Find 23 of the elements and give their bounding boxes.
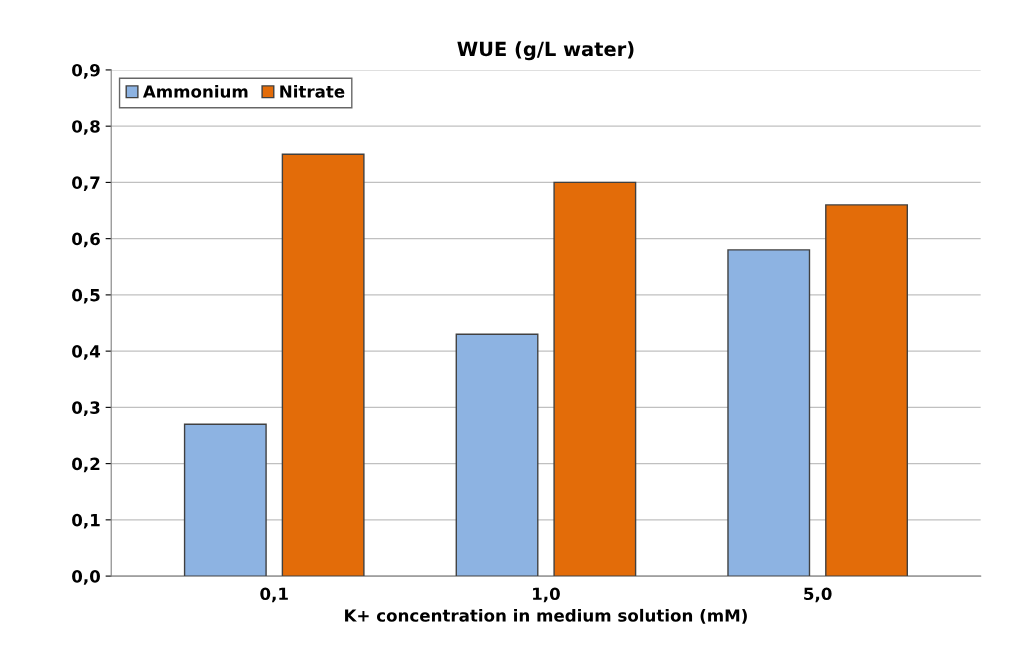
bar bbox=[825, 204, 909, 577]
y-tick-label: 0,3 bbox=[72, 401, 100, 417]
y-tick-label: 0,5 bbox=[72, 288, 100, 304]
bar bbox=[183, 423, 267, 577]
chart-title: WUE (g/L water) bbox=[457, 41, 634, 61]
y-tick-label: 0,9 bbox=[72, 63, 100, 79]
legend-label: Ammonium bbox=[142, 84, 248, 98]
y-tick-label: 0,8 bbox=[72, 120, 100, 135]
bar bbox=[455, 333, 539, 577]
x-tick-label: 0,1 bbox=[260, 587, 288, 603]
y-tick-label: 0,1 bbox=[72, 513, 100, 529]
y-tick-label: 0,0 bbox=[72, 570, 100, 585]
legend-label: Nitrate bbox=[280, 84, 345, 98]
y-tick-label: 0,4 bbox=[72, 345, 101, 360]
y-tick-label: 0,2 bbox=[72, 457, 100, 473]
y-tick-label: 0,6 bbox=[72, 232, 100, 248]
bar bbox=[281, 153, 365, 577]
bar bbox=[727, 249, 811, 577]
bar bbox=[553, 181, 637, 577]
x-tick-label: 1,0 bbox=[533, 587, 560, 603]
x-axis-title: K+ concentration in medium solution (mM) bbox=[345, 608, 747, 624]
y-tick-label: 0,7 bbox=[72, 176, 100, 192]
x-tick-label: 5,0 bbox=[804, 587, 832, 603]
